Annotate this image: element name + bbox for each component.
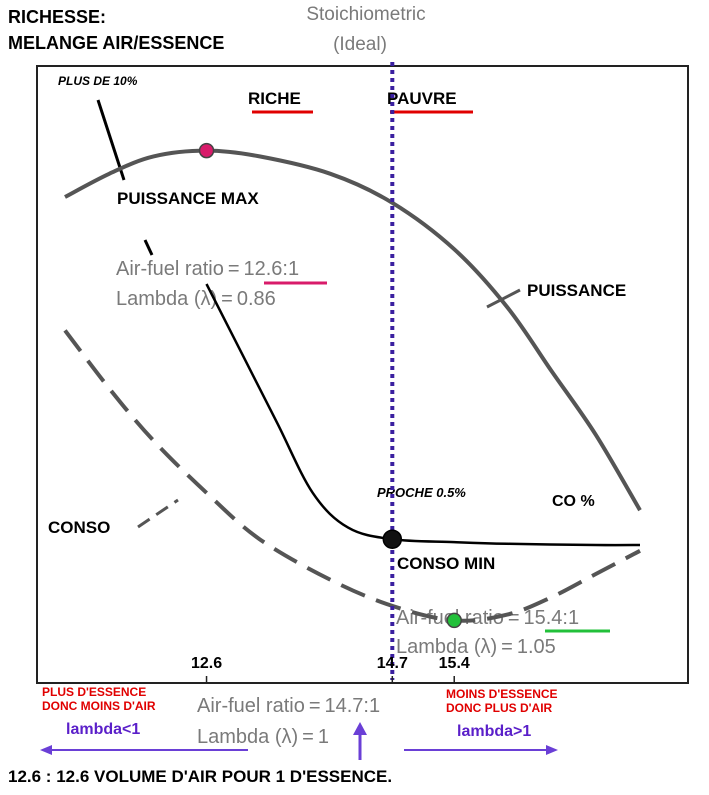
- point-proche-0-5: [382, 529, 403, 549]
- puissance-pointer: [486, 288, 521, 309]
- x-tick-label-12-6: 12.6: [191, 655, 222, 672]
- min-lambda-text: Lambda (λ) = 1.05: [396, 636, 556, 658]
- x-tick-label-15-4: 15.4: [439, 655, 470, 672]
- conso-label: CONSO: [48, 518, 110, 537]
- plus10-pointer: [96, 99, 126, 181]
- right-arrow-head: [546, 745, 558, 755]
- max-lambda-text: Lambda (λ) = 0.86: [116, 288, 276, 310]
- points-layer: [198, 142, 462, 629]
- header-line2: MELANGE AIR/ESSENCE: [8, 33, 224, 53]
- right-lambda-label: lambda>1: [457, 723, 531, 740]
- right-note-line2: DONC PLUS D'AIR: [446, 701, 553, 715]
- max-afr-text: Air-fuel ratio = 12.6:1: [116, 258, 299, 280]
- puissance-max-label: PUISSANCE MAX: [117, 189, 259, 208]
- point-conso-min: [446, 612, 462, 629]
- footnote: 12.6 : 12.6 VOLUME D'AIR POUR 1 D'ESSENC…: [8, 767, 392, 786]
- puissance-label: PUISSANCE: [527, 281, 626, 300]
- left-note-line2: DONC MOINS D'AIR: [42, 699, 156, 713]
- plot-frame: [36, 65, 689, 684]
- left-arrow-head: [40, 745, 52, 755]
- stoich-title: Stoichiometric: [306, 4, 425, 25]
- conso-pointer: [137, 498, 179, 529]
- series-line-puissance: [64, 148, 642, 512]
- x-tick-label-14-7: 14.7: [377, 655, 408, 672]
- right-note-line1: MOINS D'ESSENCE: [446, 687, 558, 701]
- stoich-arrow-head: [353, 722, 367, 735]
- plus10-label: PLUS DE 10%: [58, 74, 138, 88]
- series-line-conso: [63, 329, 641, 623]
- zone-riche: RICHE: [248, 89, 301, 108]
- header-line1: RICHESSE:: [8, 7, 106, 27]
- left-lambda-label: lambda<1: [66, 721, 140, 738]
- conso-min-label: CONSO MIN: [397, 554, 495, 573]
- puissance-max-pointer: [143, 239, 154, 256]
- left-note-line1: PLUS D'ESSENCE: [42, 685, 146, 699]
- point-puissance-max: [198, 142, 215, 159]
- stoich-afr-text: Air-fuel ratio = 14.7:1: [197, 695, 380, 717]
- co-label: CO %: [552, 493, 595, 510]
- proche-label: PROCHE 0.5%: [377, 485, 466, 500]
- series-layer: [63, 148, 642, 623]
- stoich-subtitle: (Ideal): [333, 34, 387, 55]
- series-line-co: [205, 283, 641, 547]
- zone-pauvre: PAUVRE: [387, 89, 457, 108]
- stoich-lambda-text: Lambda (λ) = 1: [197, 726, 329, 748]
- ticks-layer: 12.6 14.7 15.4: [191, 655, 470, 683]
